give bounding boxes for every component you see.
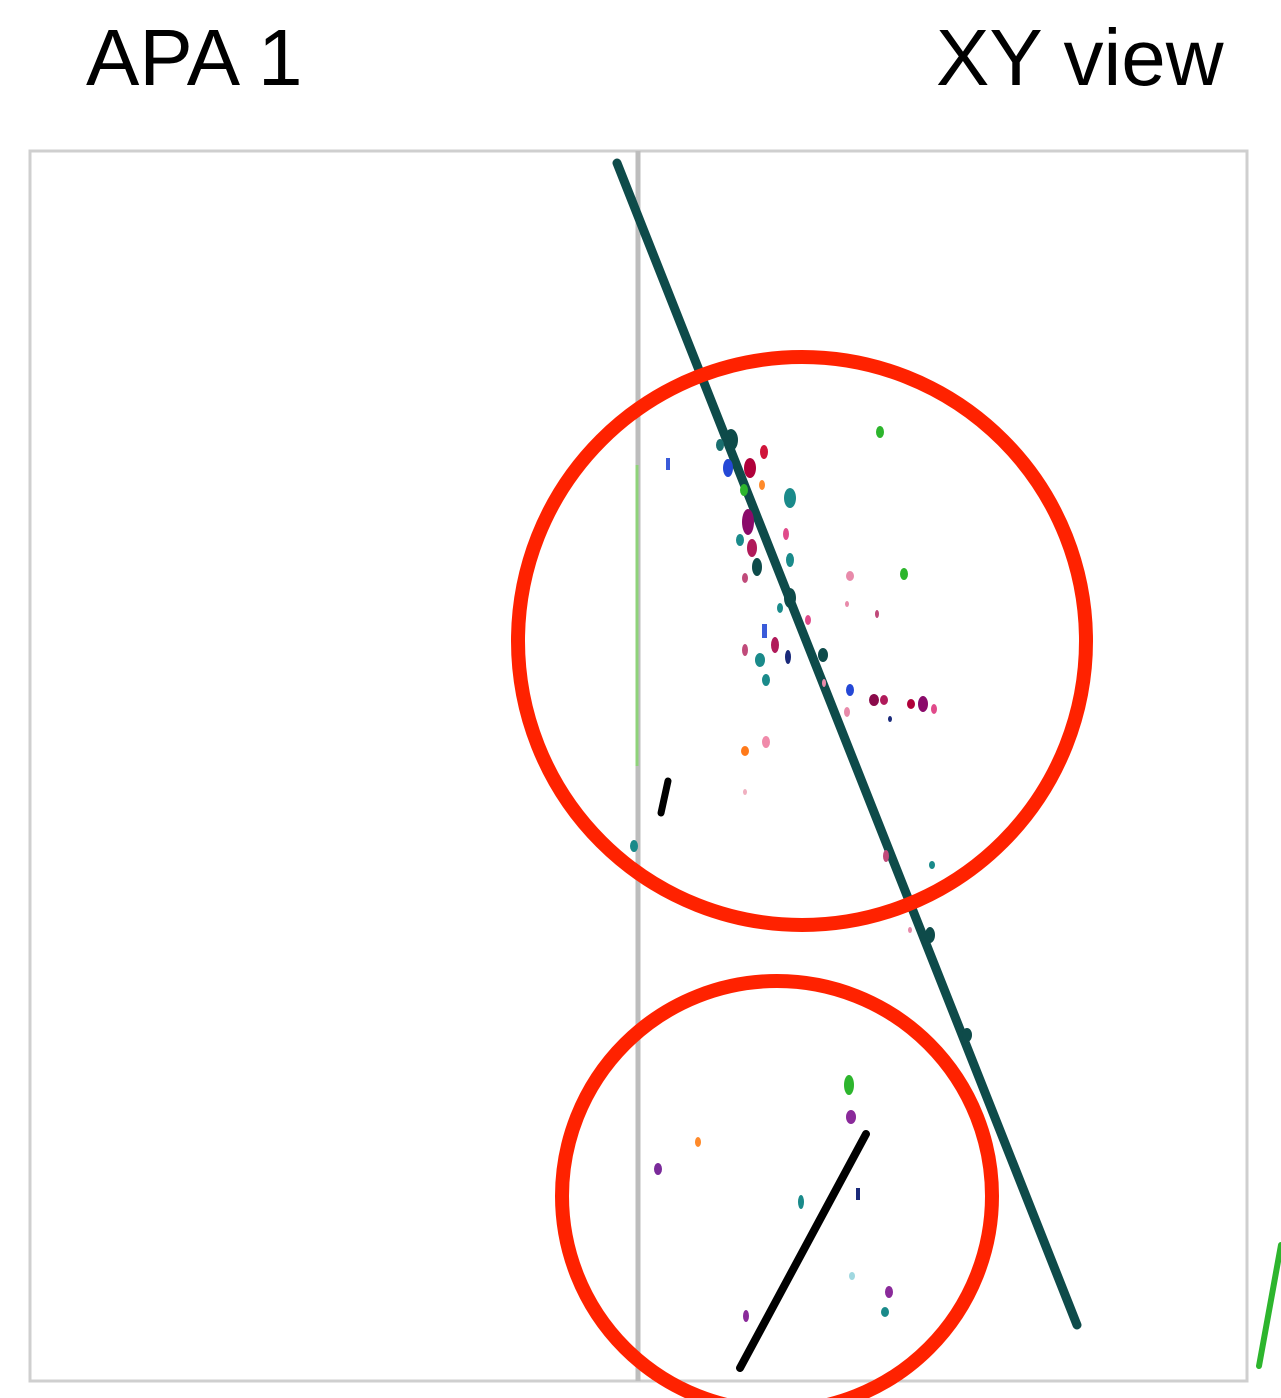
apa-title: APA 1 (86, 13, 303, 102)
stub-track (657, 777, 672, 817)
annotation-circle-lower (555, 974, 999, 1398)
edge-track (1256, 1242, 1281, 1369)
main-track-hits (724, 429, 972, 1042)
hit-deposits (630, 426, 937, 1322)
view-title: XY view (936, 13, 1224, 102)
short-track (736, 1130, 870, 1372)
annotation-circle-upper (511, 350, 1093, 932)
main-track (612, 158, 1082, 1330)
